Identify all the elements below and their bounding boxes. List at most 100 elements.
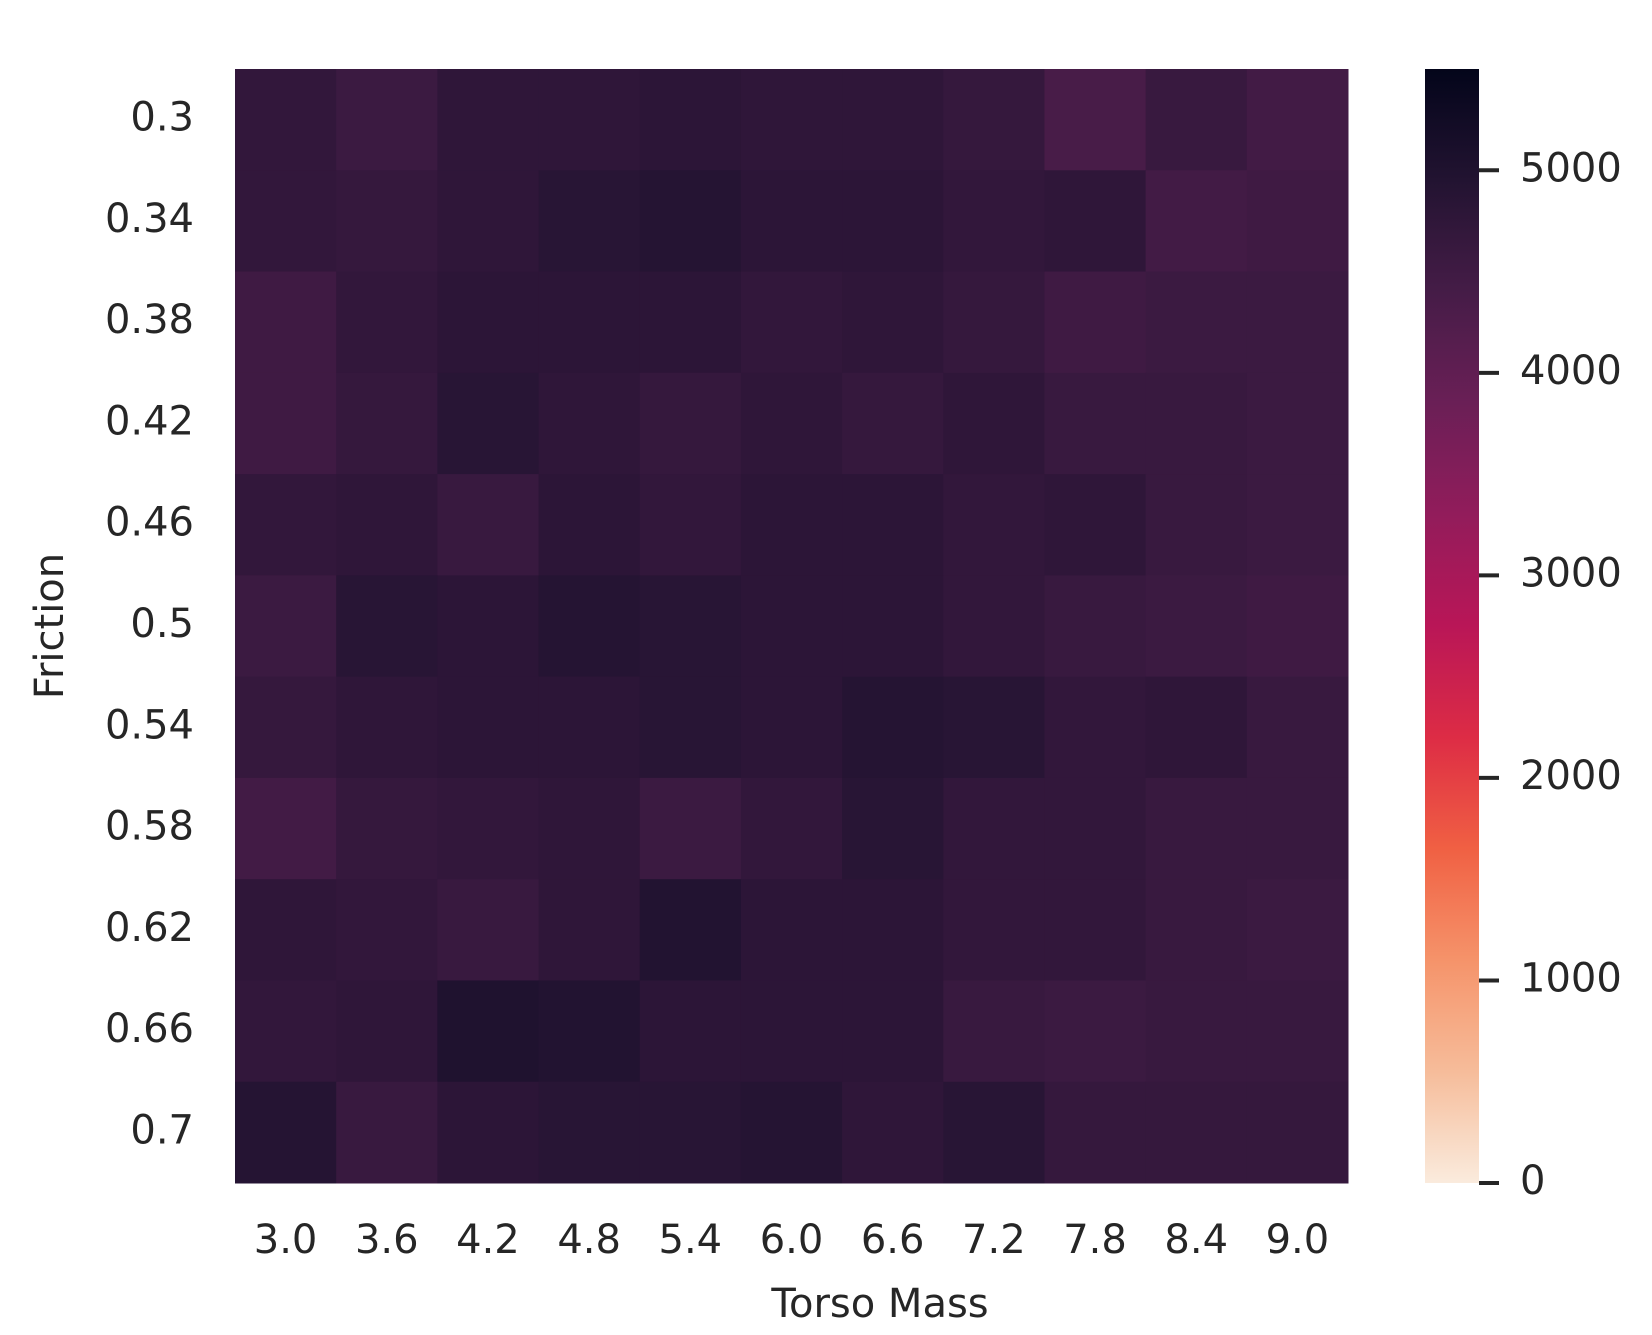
heatmap-cell	[639, 777, 742, 880]
heatmap-cell	[538, 474, 641, 576]
colorbar-tick-label: 1000	[1520, 955, 1622, 1001]
heatmap-cell	[1145, 980, 1248, 1083]
heatmap-cell	[1044, 676, 1147, 779]
heatmap-cell	[538, 879, 641, 981]
heatmap-cell	[336, 69, 438, 171]
heatmap-cell	[639, 980, 742, 1083]
x-tick-label: 7.8	[1063, 1217, 1127, 1263]
heatmap-cell	[1145, 575, 1248, 678]
heatmap-cell	[538, 170, 641, 273]
colorbar-tick-label: 2000	[1520, 753, 1622, 799]
heatmap-cell	[235, 777, 337, 880]
y-tick-label: 0.5	[130, 601, 194, 647]
heatmap-cell	[437, 474, 540, 576]
heatmap-cell	[943, 69, 1045, 171]
x-tick-label: 4.2	[456, 1217, 520, 1263]
heatmap-cell	[538, 777, 641, 880]
heatmap-cell	[740, 474, 843, 576]
heatmap-cell	[943, 980, 1045, 1083]
heatmap-cell	[437, 372, 540, 475]
heatmap-cell	[1246, 777, 1349, 880]
x-tick-label: 3.0	[254, 1217, 318, 1263]
heatmap-cell	[639, 1081, 742, 1184]
heatmap-cell	[639, 170, 742, 273]
heatmap-cell	[842, 1081, 944, 1184]
heatmap-cell	[1145, 372, 1248, 475]
heatmap-cell	[1145, 676, 1248, 779]
heatmap-cell	[336, 879, 438, 981]
heatmap-cell	[437, 676, 540, 779]
heatmap-cell	[1145, 879, 1248, 981]
y-tick-label: 0.7	[130, 1107, 194, 1153]
heatmap-cell	[1044, 879, 1147, 981]
heatmap-cell	[639, 271, 742, 374]
y-tick-label: 0.34	[105, 196, 194, 242]
heatmap-cell	[740, 575, 843, 678]
heatmap-cell	[842, 69, 944, 171]
colorbar-tick-label: 5000	[1520, 145, 1622, 191]
x-axis-label: Torso Mass	[770, 1281, 988, 1327]
y-tick-label: 0.46	[105, 500, 194, 546]
heatmap-cell	[740, 271, 843, 374]
heatmap-cell	[235, 575, 337, 678]
heatmap-cell	[1145, 474, 1248, 576]
heatmap-cell	[538, 372, 641, 475]
heatmap-cell	[235, 879, 337, 981]
heatmap-cell	[943, 372, 1045, 475]
heatmap-cell	[1246, 575, 1349, 678]
heatmap-cell	[842, 271, 944, 374]
heatmap-cell	[740, 879, 843, 981]
heatmap-cell	[1145, 777, 1248, 880]
heatmap-cell	[235, 271, 337, 374]
x-tick-label: 5.4	[659, 1217, 723, 1263]
heatmap-cell	[538, 271, 641, 374]
heatmap-cell	[437, 879, 540, 981]
heatmap-cell	[437, 1081, 540, 1184]
heatmap-cell	[639, 372, 742, 475]
heatmap-cell	[639, 575, 742, 678]
x-tick-label: 8.4	[1164, 1217, 1228, 1263]
heatmap-cell	[1246, 372, 1349, 475]
heatmap-cell	[1044, 1081, 1147, 1184]
heatmap-cell	[842, 575, 944, 678]
heatmap-cell	[639, 676, 742, 779]
heatmap-cell	[639, 474, 742, 576]
heatmap-cell	[1246, 170, 1349, 273]
heatmap-cell	[842, 777, 944, 880]
heatmap-cell	[740, 1081, 843, 1184]
heatmap-cell	[943, 575, 1045, 678]
heatmap-cell	[336, 676, 438, 779]
y-tick-label: 0.54	[105, 702, 194, 748]
heatmap-cell	[1246, 1081, 1349, 1184]
heatmap-cell	[235, 1081, 337, 1184]
colorbar-tick-label: 4000	[1520, 348, 1622, 394]
heatmap-cell	[842, 372, 944, 475]
heatmap-cell	[538, 676, 641, 779]
heatmap-cell	[1044, 372, 1147, 475]
heatmap-cell	[740, 777, 843, 880]
heatmap-cell	[943, 879, 1045, 981]
y-tick-label: 0.3	[130, 95, 194, 141]
colorbar	[1425, 69, 1479, 1183]
heatmap-cell	[336, 777, 438, 880]
heatmap-cell	[740, 676, 843, 779]
heatmap-cell	[740, 69, 843, 171]
heatmap-cell	[336, 980, 438, 1083]
colorbar-tick-label: 3000	[1520, 550, 1622, 596]
heatmap-cell	[1044, 271, 1147, 374]
x-tick-label: 3.6	[355, 1217, 419, 1263]
heatmap-cell	[336, 474, 438, 576]
heatmap-cell	[1246, 69, 1349, 171]
heatmap-cell	[1246, 676, 1349, 779]
heatmap-cell	[740, 372, 843, 475]
heatmap-cell	[336, 575, 438, 678]
heatmap-cell	[842, 170, 944, 273]
heatmap-cell	[1044, 170, 1147, 273]
heatmap-cell	[437, 980, 540, 1083]
heatmap-cell	[1145, 1081, 1248, 1184]
heatmap-cell	[538, 575, 641, 678]
heatmap-cell	[336, 271, 438, 374]
heatmap-cell	[1246, 474, 1349, 576]
